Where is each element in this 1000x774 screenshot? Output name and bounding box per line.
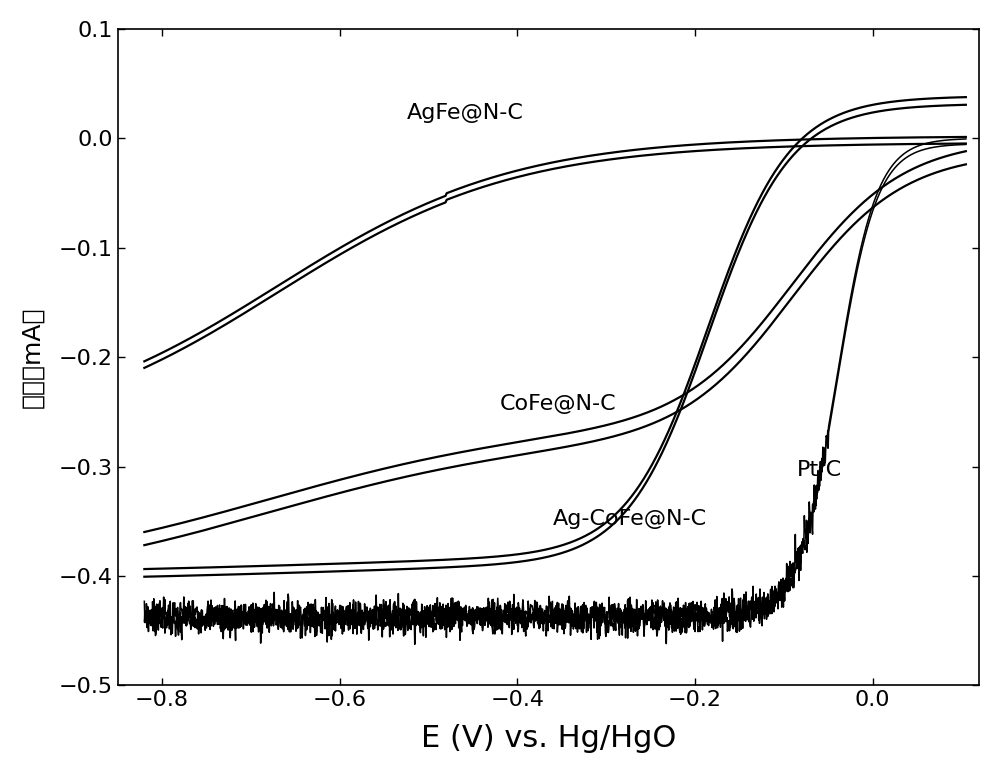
Y-axis label: 电流（mA）: 电流（mA） — [21, 307, 45, 408]
Text: Pt/C: Pt/C — [797, 460, 842, 480]
Text: AgFe@N-C: AgFe@N-C — [406, 103, 523, 123]
Text: CoFe@N-C: CoFe@N-C — [500, 394, 616, 414]
Text: Ag-CoFe@N-C: Ag-CoFe@N-C — [553, 509, 707, 529]
X-axis label: E (V) vs. Hg/HgO: E (V) vs. Hg/HgO — [421, 724, 676, 753]
